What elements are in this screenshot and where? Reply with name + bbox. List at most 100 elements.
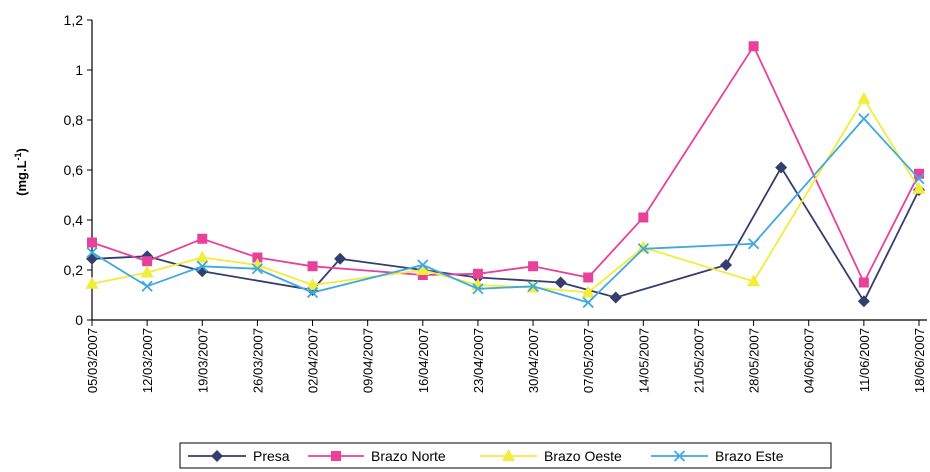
- data-point: [720, 259, 733, 271]
- chart-legend: Presa Brazo Norte Brazo Oeste Brazo Este: [179, 442, 832, 469]
- data-point-stroke: [858, 113, 870, 125]
- data-point: [527, 280, 539, 292]
- series-line: [91, 44, 920, 285]
- data-point: [307, 261, 318, 272]
- data-point: [86, 246, 98, 259]
- data-point-stroke: [747, 238, 760, 250]
- data-point: [583, 272, 594, 283]
- data-point: [858, 113, 870, 125]
- y-tick-label: 0,4: [64, 212, 84, 228]
- data-point: [609, 291, 622, 304]
- x-tick-label: 18/06/2007: [912, 328, 927, 393]
- x-tick-label: 14/05/2007: [636, 328, 651, 393]
- data-point: [857, 295, 870, 308]
- data-point: [250, 258, 264, 270]
- data-point: [140, 265, 154, 278]
- data-point: [581, 285, 595, 298]
- x-tick-label: 02/04/2007: [306, 328, 321, 393]
- data-point-stroke: [913, 173, 925, 185]
- x-tick-label: 21/05/2007: [691, 328, 706, 393]
- data-point: [211, 450, 223, 462]
- legend-label: Presa: [253, 448, 290, 464]
- data-point: [914, 168, 924, 179]
- data-point-stroke: [582, 296, 594, 309]
- legend-item: Presa: [188, 448, 290, 464]
- series-brazo-este: [86, 113, 925, 309]
- data-point: [673, 450, 686, 462]
- data-point: [747, 274, 761, 287]
- data-point: [472, 283, 484, 295]
- data-point: [85, 276, 99, 289]
- data-point: [196, 260, 208, 272]
- x-tick-label: 19/03/2007: [195, 328, 210, 393]
- series-line: [91, 117, 920, 304]
- data-point-stroke: [637, 243, 649, 255]
- data-point-stroke: [196, 260, 208, 272]
- x-tick-label: 11/06/2007: [857, 328, 872, 392]
- data-point-stroke: [527, 280, 539, 292]
- data-point: [913, 173, 925, 185]
- x-tick-label: 07/05/2007: [581, 328, 596, 393]
- data-point: [334, 252, 347, 265]
- x-tick-label: 04/06/2007: [802, 328, 817, 393]
- series-brazo-oeste: [85, 91, 926, 298]
- data-point-stroke: [306, 286, 319, 299]
- data-point: [748, 41, 759, 52]
- data-point-stroke: [673, 450, 686, 462]
- data-point: [582, 296, 594, 309]
- data-point-stroke: [251, 263, 264, 275]
- data-point: [747, 238, 760, 250]
- x-tick-label: 28/05/2007: [747, 328, 762, 393]
- data-point: [306, 286, 319, 299]
- legend-item: Brazo Este: [651, 448, 784, 464]
- y-axis-title: (mg.L-1): [13, 148, 29, 196]
- data-point: [636, 240, 650, 253]
- chart-series: [85, 41, 926, 309]
- data-point: [638, 212, 649, 223]
- x-tick-label: 23/04/2007: [471, 328, 486, 393]
- data-point: [87, 237, 97, 248]
- x-tick-label: 12/03/2007: [140, 328, 155, 393]
- chart-axes: 0 0,2 0,4 0,6 0,8 1 1,2 05/03/2007 12/03/2007 19/…: [64, 12, 927, 393]
- data-point: [417, 259, 429, 271]
- data-point: [331, 451, 341, 461]
- legend-label: Brazo Oeste: [544, 448, 622, 464]
- data-point: [141, 280, 153, 292]
- y-tick-label: 1,2: [64, 12, 84, 28]
- y-tick-label: 0: [75, 312, 83, 328]
- data-point: [858, 277, 869, 288]
- data-point-stroke: [86, 246, 98, 259]
- data-point: [252, 252, 263, 263]
- data-point-stroke: [417, 259, 429, 271]
- legend-item: Brazo Norte: [308, 448, 446, 464]
- data-point-stroke: [141, 280, 153, 292]
- x-tick-label: 09/04/2007: [361, 328, 376, 393]
- y-tick-label: 0,6: [64, 162, 84, 178]
- x-tick-label: 30/04/2007: [526, 328, 541, 393]
- x-tick-label: 26/03/2007: [250, 328, 265, 393]
- data-point: [142, 256, 153, 267]
- legend-label: Brazo Este: [715, 448, 784, 464]
- series-brazo-norte: [87, 41, 924, 288]
- x-tick-label: 05/03/2007: [85, 328, 100, 393]
- data-point: [251, 263, 264, 275]
- data-point: [637, 243, 649, 255]
- data-point: [857, 91, 871, 104]
- data-point: [912, 181, 926, 194]
- data-point: [195, 250, 209, 263]
- data-point: [416, 263, 430, 275]
- legend-label: Brazo Norte: [371, 448, 446, 464]
- y-tick-label: 1: [75, 62, 83, 78]
- data-point: [472, 268, 483, 279]
- data-point: [528, 261, 539, 272]
- series-line: [91, 165, 920, 304]
- data-point: [775, 161, 788, 174]
- data-point-stroke: [472, 283, 484, 295]
- data-point: [554, 276, 567, 289]
- data-point: [306, 278, 320, 290]
- y-tick-label: 0,2: [64, 262, 84, 278]
- x-tick-label: 16/04/2007: [416, 328, 431, 393]
- data-point: [197, 233, 208, 244]
- legend-item: Brazo Oeste: [480, 448, 622, 464]
